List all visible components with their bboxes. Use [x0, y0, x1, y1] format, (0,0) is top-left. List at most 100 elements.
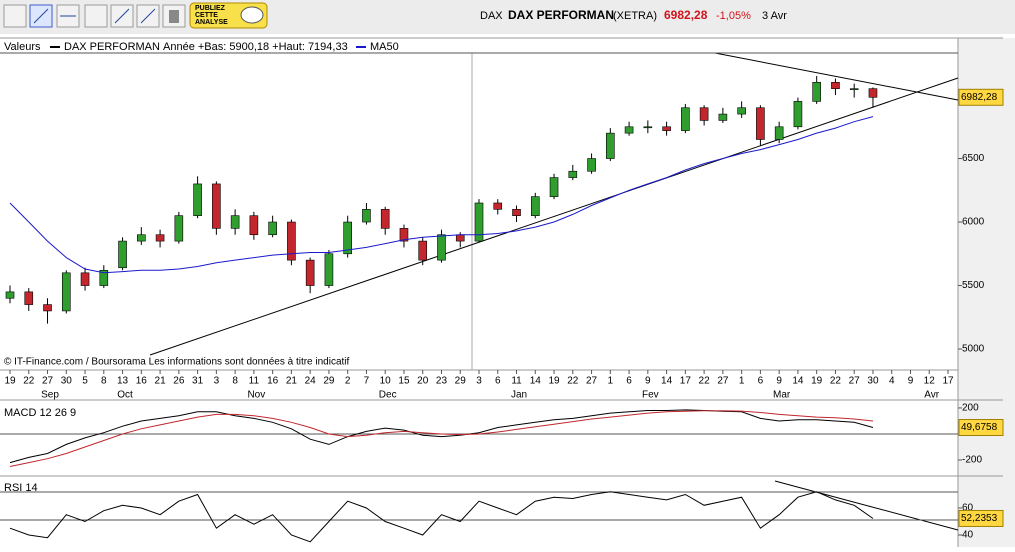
candle-body	[5, 291, 15, 299]
x-tick-label: 9	[908, 376, 914, 387]
x-tick-label: 30	[61, 376, 73, 387]
candle-body	[268, 221, 277, 236]
panel-title: RSI 14	[4, 482, 38, 494]
value-tag-label: 6982,28	[961, 92, 998, 103]
tool-icon	[114, 8, 130, 24]
legend-entry: MA50	[370, 41, 399, 53]
series-line	[9, 410, 874, 467]
candle-body	[793, 101, 803, 128]
x-tick-label: 16	[267, 376, 279, 387]
x-tick-label: 21	[155, 376, 167, 387]
month-label: Oct	[117, 390, 133, 401]
candle-body	[399, 228, 409, 242]
month-label: Jan	[511, 390, 527, 401]
candle-body	[812, 82, 821, 102]
y-tick-label: 200	[962, 403, 979, 414]
x-tick-label: 10	[380, 376, 392, 387]
y-tick-label: -200	[962, 455, 982, 466]
trend-line	[774, 480, 959, 531]
x-tick-label: 17	[680, 376, 692, 387]
candle-body	[418, 240, 428, 261]
publish-text: CETTE	[195, 12, 218, 19]
month-label: Mar	[773, 390, 791, 401]
candle-body	[474, 202, 484, 242]
candle-body	[174, 215, 184, 242]
candle-body	[380, 209, 390, 229]
range-note: Année +Bas: 5900,18 +Haut: 7194,33	[163, 41, 348, 53]
x-tick-label: 8	[232, 376, 238, 387]
candle-body	[831, 82, 840, 89]
series-line	[9, 116, 874, 274]
candle-body	[756, 107, 765, 140]
tool-button[interactable]	[84, 4, 108, 28]
x-tick-label: 6	[758, 376, 764, 387]
candle-body	[118, 240, 127, 269]
x-tick-label: 27	[717, 376, 729, 387]
candle-body	[362, 209, 371, 223]
header-date: 3 Avr	[762, 10, 787, 22]
y-tick-label: 6500	[962, 153, 985, 164]
candle-body	[568, 170, 578, 178]
x-tick-label: 16	[136, 376, 148, 387]
right-axis-strip	[958, 38, 1015, 547]
tool-icon	[169, 10, 179, 23]
candle-body	[587, 158, 596, 172]
x-tick-label: 5	[82, 376, 88, 387]
header-index: DAX	[480, 10, 503, 22]
x-tick-label: 27	[42, 376, 54, 387]
y-tick-label: 60	[962, 503, 974, 514]
candle-body	[681, 107, 690, 131]
value-tag	[958, 419, 1004, 437]
candle-body	[455, 234, 465, 242]
x-tick-label: 31	[192, 376, 204, 387]
x-tick-label: 15	[398, 376, 410, 387]
month-label: Fev	[642, 390, 659, 401]
candle-body	[230, 215, 240, 229]
value-tag-label: 49,6758	[961, 422, 998, 433]
y-tick-label: 5500	[962, 280, 985, 291]
trend-line	[149, 77, 959, 356]
legend-entry: DAX PERFORMAN	[64, 41, 160, 53]
x-tick-label: 21	[286, 376, 298, 387]
x-tick-label: 3	[476, 376, 482, 387]
source-note: © IT-Finance.com / Boursorama Les inform…	[4, 357, 350, 368]
candle-body	[24, 291, 34, 305]
publish-button[interactable]: PUBLIEZ CETTE ANALYSE	[189, 2, 268, 29]
candle-body	[774, 126, 784, 140]
candle-body	[193, 183, 202, 216]
candle-body	[849, 88, 859, 90]
publish-text: ANALYSE	[195, 19, 228, 26]
candle-body	[155, 234, 165, 242]
x-tick-label: 9	[645, 376, 651, 387]
x-tick-label: 23	[436, 376, 448, 387]
candle-body	[549, 177, 559, 197]
candle-body	[606, 132, 615, 159]
header-price: 6982,28	[664, 8, 708, 22]
x-tick-label: 11	[511, 376, 522, 387]
x-tick-label: 2	[345, 376, 351, 387]
x-tick-label: 11	[249, 376, 260, 387]
x-tick-label: 19	[4, 376, 16, 387]
x-tick-label: 20	[417, 376, 429, 387]
x-tick-label: 14	[661, 376, 673, 387]
x-tick-label: 30	[867, 376, 879, 387]
x-tick-label: 19	[811, 376, 823, 387]
x-tick-label: 22	[567, 376, 579, 387]
candle-body	[212, 183, 221, 229]
candle-body	[305, 259, 315, 286]
tool-button[interactable]	[3, 4, 27, 28]
x-tick-label: 1	[739, 376, 745, 387]
candle-body	[530, 196, 540, 216]
x-tick-label: 29	[323, 376, 335, 387]
candle-body	[493, 202, 503, 210]
candle-body	[99, 269, 109, 286]
tools	[3, 4, 186, 28]
x-tick-label: 19	[548, 376, 560, 387]
header-market: (XETRA)	[613, 10, 657, 22]
x-tick-label: 7	[364, 376, 370, 387]
x-tick-label: 9	[776, 376, 782, 387]
candle-body	[437, 234, 446, 261]
x-tick-label: 1	[608, 376, 614, 387]
